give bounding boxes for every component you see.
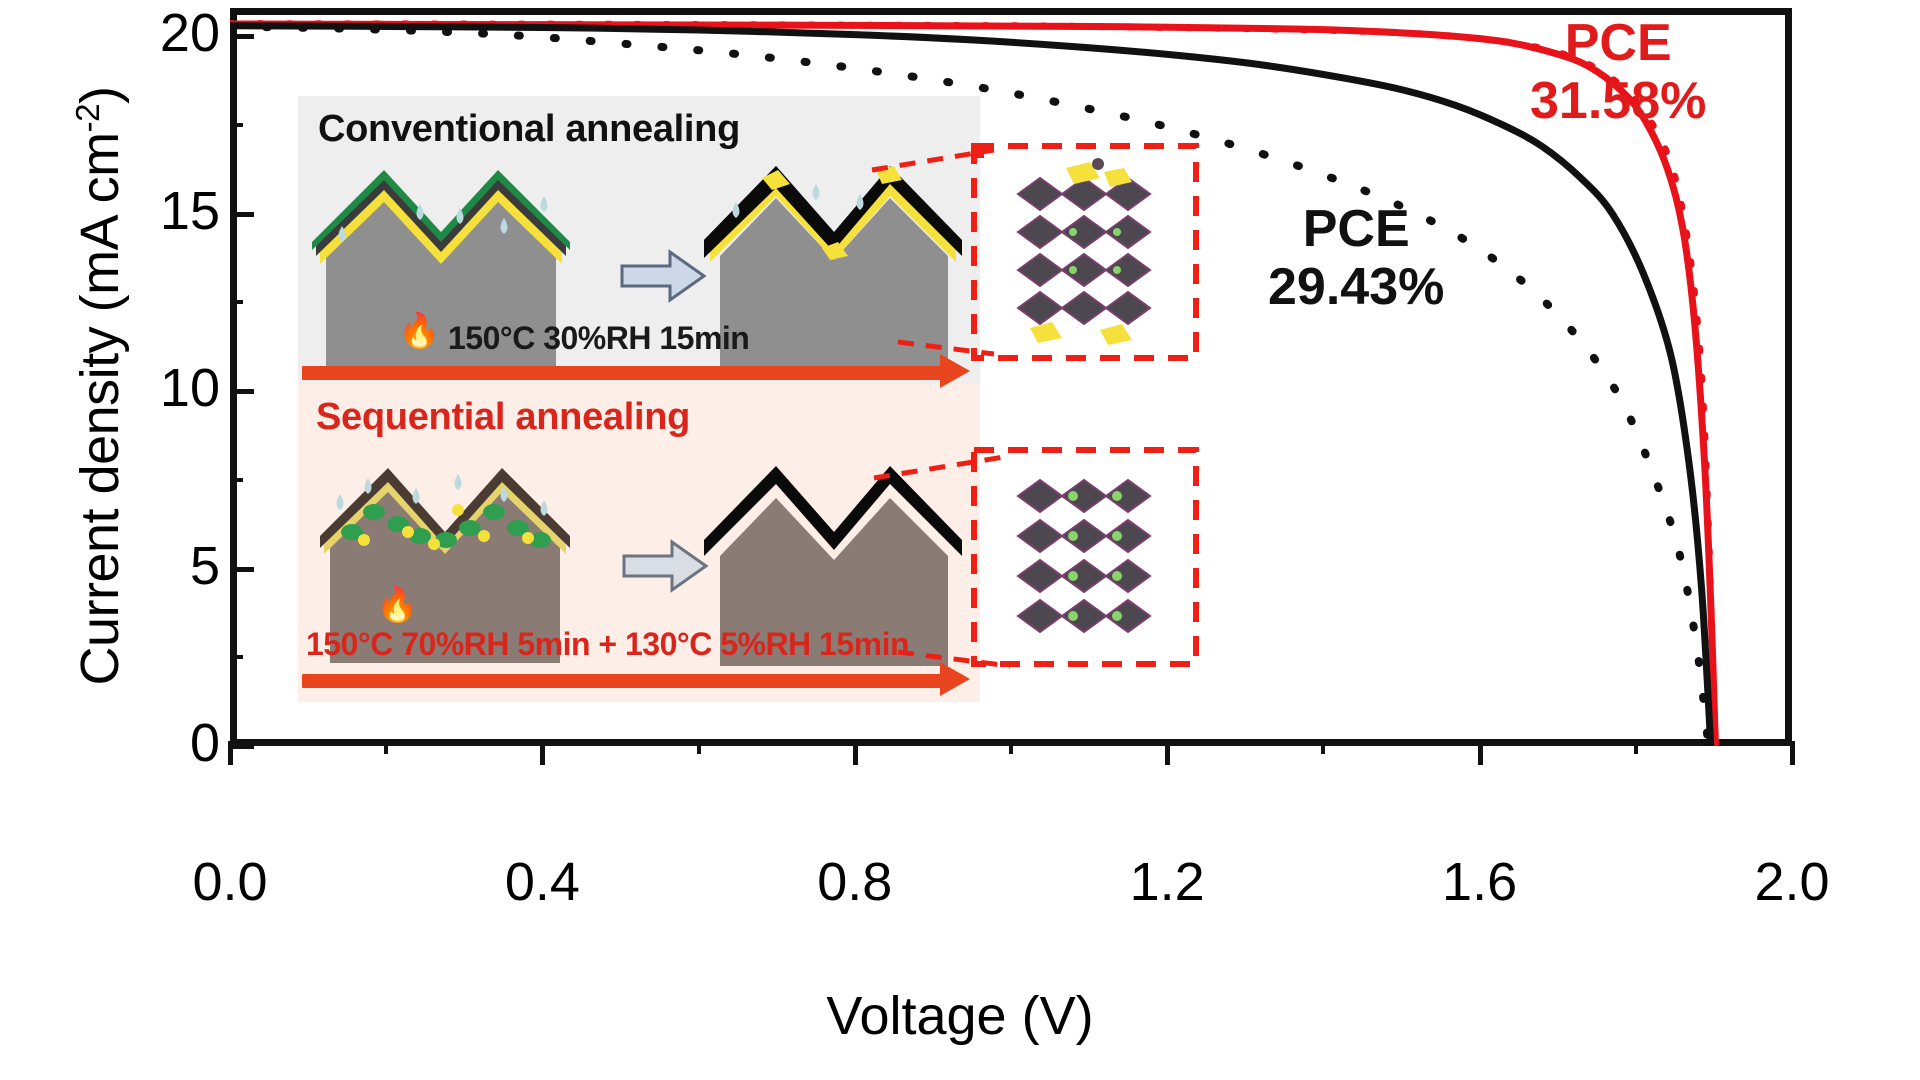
annealing-schematic-inset: Conventional annealing [298, 96, 1199, 702]
conventional-timeline-bar [302, 366, 942, 380]
sequential-annealing-title: Sequential annealing [316, 396, 691, 438]
sequential-after-stack [704, 466, 962, 666]
x-tick-major [228, 741, 233, 765]
x-tick-label: 1.2 [1129, 852, 1205, 912]
x-tick-minor [1009, 741, 1013, 754]
y-tick-major [230, 744, 254, 749]
x-tick-label: 2.0 [1754, 852, 1830, 912]
curve-solid-black [230, 22, 1715, 746]
y-tick-minor [230, 477, 243, 482]
flame-icon-conventional: 🔥 [398, 312, 441, 350]
y-tick-major [230, 389, 254, 395]
y-tick-major [230, 566, 254, 572]
x-tick-major [1477, 741, 1483, 765]
curve-layer [230, 8, 1792, 746]
pce-red-line1: PCE [1564, 14, 1672, 72]
curve-dashed-black [230, 22, 1713, 746]
y-tick-label: 20 [159, 3, 220, 64]
pce-annotation-red: PCE 31.58% [1530, 14, 1706, 130]
sequential-timeline-bar [302, 674, 942, 688]
flame-icon-sequential: 🔥 [376, 586, 419, 624]
conventional-before-stack [312, 170, 570, 371]
x-tick-minor [1633, 741, 1638, 754]
x-axis-label: Voltage (V) [826, 986, 1094, 1046]
conventional-timeline-arrow-icon [940, 354, 970, 388]
callout-connector-sequential [873, 453, 1011, 669]
conventional-after-stack [704, 166, 962, 372]
y-axis-label-exponent: -2 [69, 104, 106, 133]
curves-svg [230, 20, 1719, 746]
process-arrow-icon-sequential [622, 539, 709, 593]
y-tick-minor [230, 300, 243, 305]
y-tick-label: 0 [189, 713, 220, 773]
x-tick-label: 0.0 [192, 852, 268, 912]
x-tick-label: 0.4 [504, 852, 580, 912]
sequential-timeline-arrow-icon [940, 662, 970, 696]
perovskite-lattice-pristine [971, 447, 1199, 667]
y-tick-major [230, 211, 254, 217]
y-axis-label-tail: ) [70, 86, 130, 104]
pce-annotation-black: PCE 29.43% [1268, 200, 1444, 316]
pce-black-line2: 29.43% [1268, 258, 1445, 316]
x-tick-major [1790, 741, 1795, 765]
sequential-before-stack [320, 468, 570, 663]
pce-red-line2: 31.58% [1530, 72, 1707, 130]
y-tick-minor [230, 655, 243, 660]
y-tick-major [230, 34, 254, 40]
x-tick-major [1165, 741, 1171, 765]
x-tick-minor [384, 741, 389, 754]
x-tick-label: 1.6 [1442, 852, 1518, 912]
sequential-annealing-condition: 150°C 70%RH 5min + 130°C 5%RH 15min [306, 626, 910, 662]
conventional-annealing-title: Conventional annealing [318, 108, 740, 150]
y-tick-label: 10 [159, 358, 220, 419]
curve-dotted-red [230, 20, 1719, 746]
x-tick-minor [696, 741, 701, 754]
x-tick-label: 0.8 [817, 852, 893, 912]
x-tick-major [540, 741, 546, 765]
x-tick-major [852, 741, 858, 765]
pce-black-line1: PCE [1302, 200, 1410, 258]
x-tick-minor [1321, 741, 1326, 754]
process-arrow-icon-conventional [620, 249, 707, 303]
y-tick-minor [230, 123, 243, 128]
callout-connector-conventional [871, 147, 995, 357]
perovskite-lattice-defective [971, 143, 1199, 361]
y-tick-label: 5 [189, 535, 220, 596]
conventional-annealing-condition: 150°C 30%RH 15min [448, 320, 750, 356]
y-tick-label: 15 [159, 180, 220, 241]
